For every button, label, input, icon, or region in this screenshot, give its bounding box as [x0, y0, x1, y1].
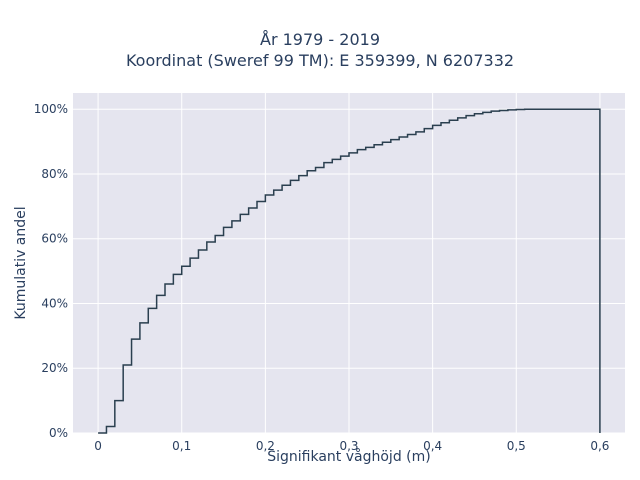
y-tick-label: 60% [41, 232, 68, 246]
y-tick-label: 80% [41, 167, 68, 181]
x-tick-label: 0,1 [172, 439, 191, 453]
y-tick-label: 100% [34, 102, 68, 116]
cdf-step-line [98, 108, 601, 434]
y-tick-label: 20% [41, 361, 68, 375]
x-axis-title: Signifikant våghöjd (m) [267, 448, 430, 465]
x-axis-ticks: 0 0,1 0,2 0,3 0,4 0,5 0,6 [94, 439, 609, 453]
y-axis-title: Kumulativ andel [13, 206, 29, 319]
x-tick-label: 0,3 [339, 439, 358, 453]
chart-title-line-2: Koordinat (Sweref 99 TM): E 359399, N 62… [125, 51, 515, 70]
x-tick-label: 0,2 [256, 439, 275, 453]
x-tick-label: 0,5 [507, 439, 526, 453]
y-tick-label: 0% [49, 426, 68, 440]
y-tick-label: 40% [41, 296, 68, 310]
x-tick-label: 0,6 [590, 439, 609, 453]
y-axis-ticks: 0% 20% 40% 60% 80% 100% [34, 102, 68, 440]
chart-title-line-1: År 1979 - 2019 [260, 30, 380, 49]
x-tick-label: 0,4 [423, 439, 442, 453]
x-tick-label: 0 [94, 439, 102, 453]
